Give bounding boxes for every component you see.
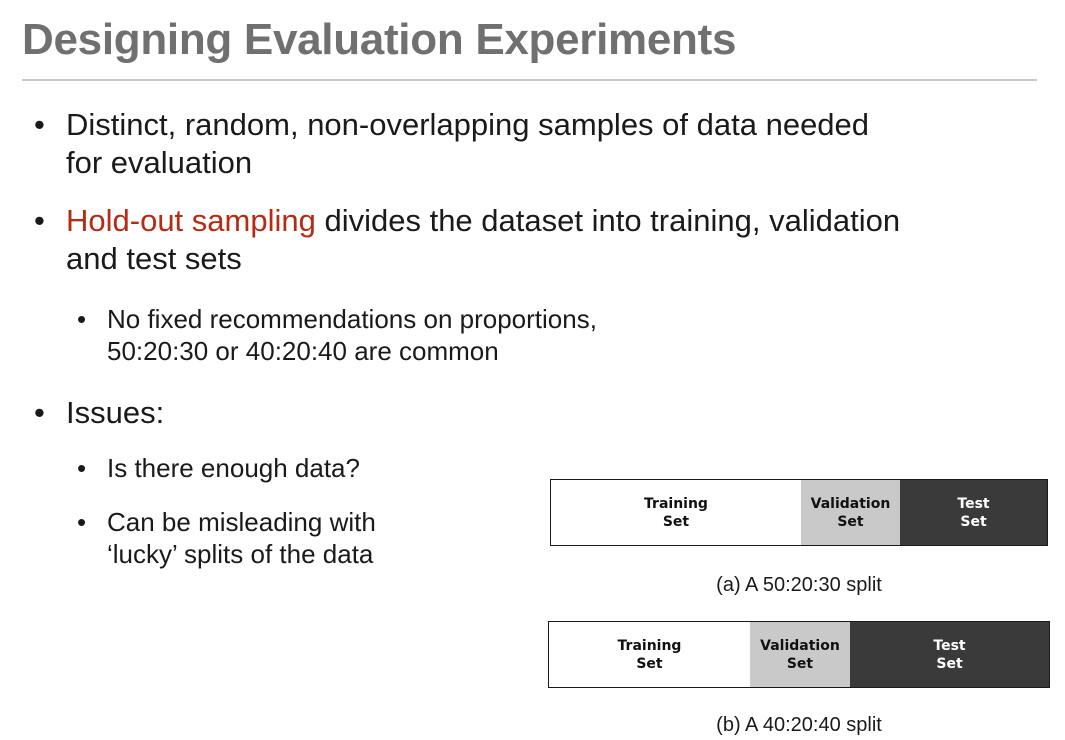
test-set-segment: Test Set [850,622,1049,687]
bullet-marker: • [34,107,45,142]
bullet-holdout-sampling: • Hold-out sampling divides the dataset … [34,202,900,278]
subbullet-proportions: • No fixed recommendations on proportion… [77,303,597,367]
segment-label: Set [636,655,663,672]
segment-label: Set [837,513,864,530]
training-set-segment: Training Set [551,480,801,545]
segment-label: Set [786,655,814,672]
bullet-text-line1: Hold-out sampling divides the dataset in… [66,202,900,240]
bullet-text-rest: divides the dataset into training, valid… [315,203,901,238]
segment-label: Test [933,637,966,654]
bullet-text-line2: and test sets [66,241,242,276]
training-set-segment: Training Set [549,622,750,687]
title-divider [22,79,1037,81]
segment-label: Set [960,513,987,530]
bullet-marker: • [34,203,45,238]
segment-label: Set [662,513,690,530]
bullet-text-line1: Distinct, random, non-overlapping sample… [66,107,870,142]
bullet-marker: • [77,507,87,537]
holdout-highlight: Hold-out sampling [66,203,316,238]
slide-title: Designing Evaluation Experiments [22,15,737,64]
caption-split-b: (b) A 40:20:40 split [716,714,882,736]
subbullet-text-line2: 50:20:30 or 40:20:40 are common [107,336,499,366]
subbullet-enough-data: • Is there enough data? [77,452,360,484]
split-bar-50-20-30: Training Set Validation Set Test Set [550,479,1048,546]
bullet-distinct-samples: • Distinct, random, non-overlapping samp… [34,106,870,182]
segment-label: Validation [810,495,891,512]
bullet-marker: • [77,304,87,334]
bullet-marker: • [34,395,45,430]
segment-label: Set [936,655,963,672]
bullet-marker: • [77,453,87,483]
subbullet-text-line2: ‘lucky’ splits of the data [107,539,374,569]
caption-split-a: (a) A 50:20:30 split [716,574,882,596]
subbullet-lucky-splits: • Can be misleading with ‘lucky’ splits … [77,506,376,570]
bullet-text-line2: for evaluation [66,145,253,180]
segment-label: Test [957,495,990,512]
validation-set-segment: Validation Set [801,480,900,545]
test-set-segment: Test Set [900,480,1047,545]
bullet-text: Issues: [66,395,165,430]
segment-label: Training [617,637,682,654]
subbullet-text: Is there enough data? [107,453,360,483]
subbullet-text-line1: Can be misleading with [107,507,376,537]
segment-label: Training [644,495,708,512]
validation-set-segment: Validation Set [750,622,850,687]
bullet-issues: • Issues: [34,394,165,432]
subbullet-text-line1: No fixed recommendations on proportions, [107,304,597,334]
segment-label: Validation [760,637,840,654]
split-bar-40-20-40: Training Set Validation Set Test Set [548,621,1050,688]
